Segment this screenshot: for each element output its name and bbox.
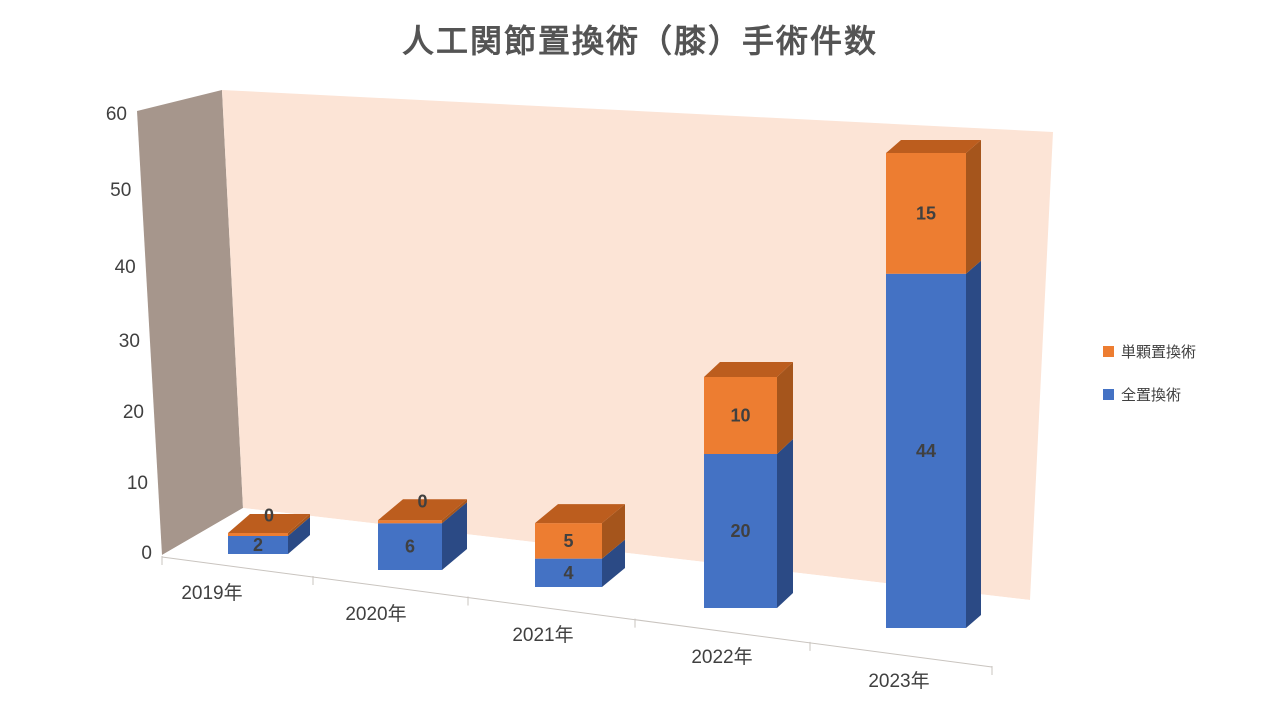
bar-segment-side-blue [288,517,310,554]
bar-segment-front-orange [535,523,602,559]
y-axis-tick-label: 0 [141,543,152,564]
x-axis-baseline [161,556,993,668]
y-axis-tick-label: 40 [115,257,136,278]
x-axis-category-label: 2019年 [181,582,242,604]
legend-item-total: 全置換術 [1103,384,1196,404]
x-axis-category-label: 2023年 [868,670,929,692]
bar-segment-front-orange [378,520,442,524]
y-axis-tick-label: 30 [119,331,140,352]
bar-segment-side-orange [288,514,310,536]
bar-segment-side-orange [442,499,467,524]
bar-top-face [378,499,467,521]
legend-swatch-blue [1103,388,1114,400]
bar-top-face [535,504,625,524]
data-label-blue: 6 [405,537,415,557]
data-label-orange: 0 [417,492,427,512]
bar-segment-side-blue [777,439,793,608]
y-axis-tick-label: 60 [106,104,127,125]
bar-segment-front-blue [228,536,288,554]
data-label-orange: 15 [916,203,936,223]
bar-segment-side-orange [777,362,793,454]
x-axis-category-label: 2020年 [345,603,406,625]
bar-segment-side-orange [966,140,981,274]
bar-top-face [704,362,793,377]
legend: 単顆置換術 全置換術 [1103,341,1196,427]
y-axis-tick-label: 10 [127,473,148,494]
bar-segment-side-orange [602,504,625,559]
data-label-blue: 2 [253,535,263,555]
data-label-orange: 10 [730,406,750,426]
bar-segment-side-blue [966,260,981,628]
bar-segment-front-orange [886,153,966,274]
bar-top-face [228,514,310,533]
x-axis-category-label: 2021年 [512,624,573,646]
x-axis-category-label: 2022年 [691,646,752,668]
bar-segment-side-blue [602,539,625,587]
back-wall [222,90,1053,600]
data-label-blue: 44 [916,441,936,461]
bar-segment-side-blue [442,502,467,570]
bar-segment-front-blue [535,558,602,587]
legend-label: 単顆置換術 [1121,343,1197,361]
chart-title: 人工関節置換術（膝）手術件数 [401,23,878,59]
data-label-orange: 0 [264,506,274,526]
bar-segment-front-orange [704,377,777,454]
bar-segment-front-blue [378,523,442,570]
legend-swatch-orange [1103,345,1114,357]
data-label-blue: 20 [730,521,750,541]
bar-segment-front-blue [886,273,966,628]
side-wall [137,90,243,555]
legend-item-unicompartmental: 単顆置換術 [1103,341,1196,361]
y-axis-tick-label: 20 [123,402,144,423]
bar-segment-front-orange [228,533,288,536]
legend-label: 全置換術 [1121,386,1182,404]
bar-segment-front-blue [704,454,777,608]
y-axis-tick-label: 50 [110,180,131,201]
data-label-blue: 4 [563,563,573,583]
data-label-orange: 5 [563,531,573,551]
bar-top-face [886,140,981,154]
